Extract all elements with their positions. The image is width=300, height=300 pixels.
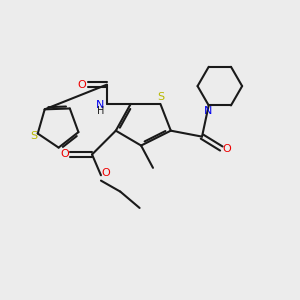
Text: S: S bbox=[31, 131, 38, 141]
Text: N: N bbox=[96, 100, 105, 110]
Text: O: O bbox=[102, 169, 110, 178]
Text: S: S bbox=[157, 92, 164, 102]
Text: H: H bbox=[97, 106, 104, 116]
Text: N: N bbox=[204, 106, 212, 116]
Text: O: O bbox=[60, 149, 69, 160]
Text: O: O bbox=[78, 80, 87, 90]
Text: O: O bbox=[222, 143, 231, 154]
